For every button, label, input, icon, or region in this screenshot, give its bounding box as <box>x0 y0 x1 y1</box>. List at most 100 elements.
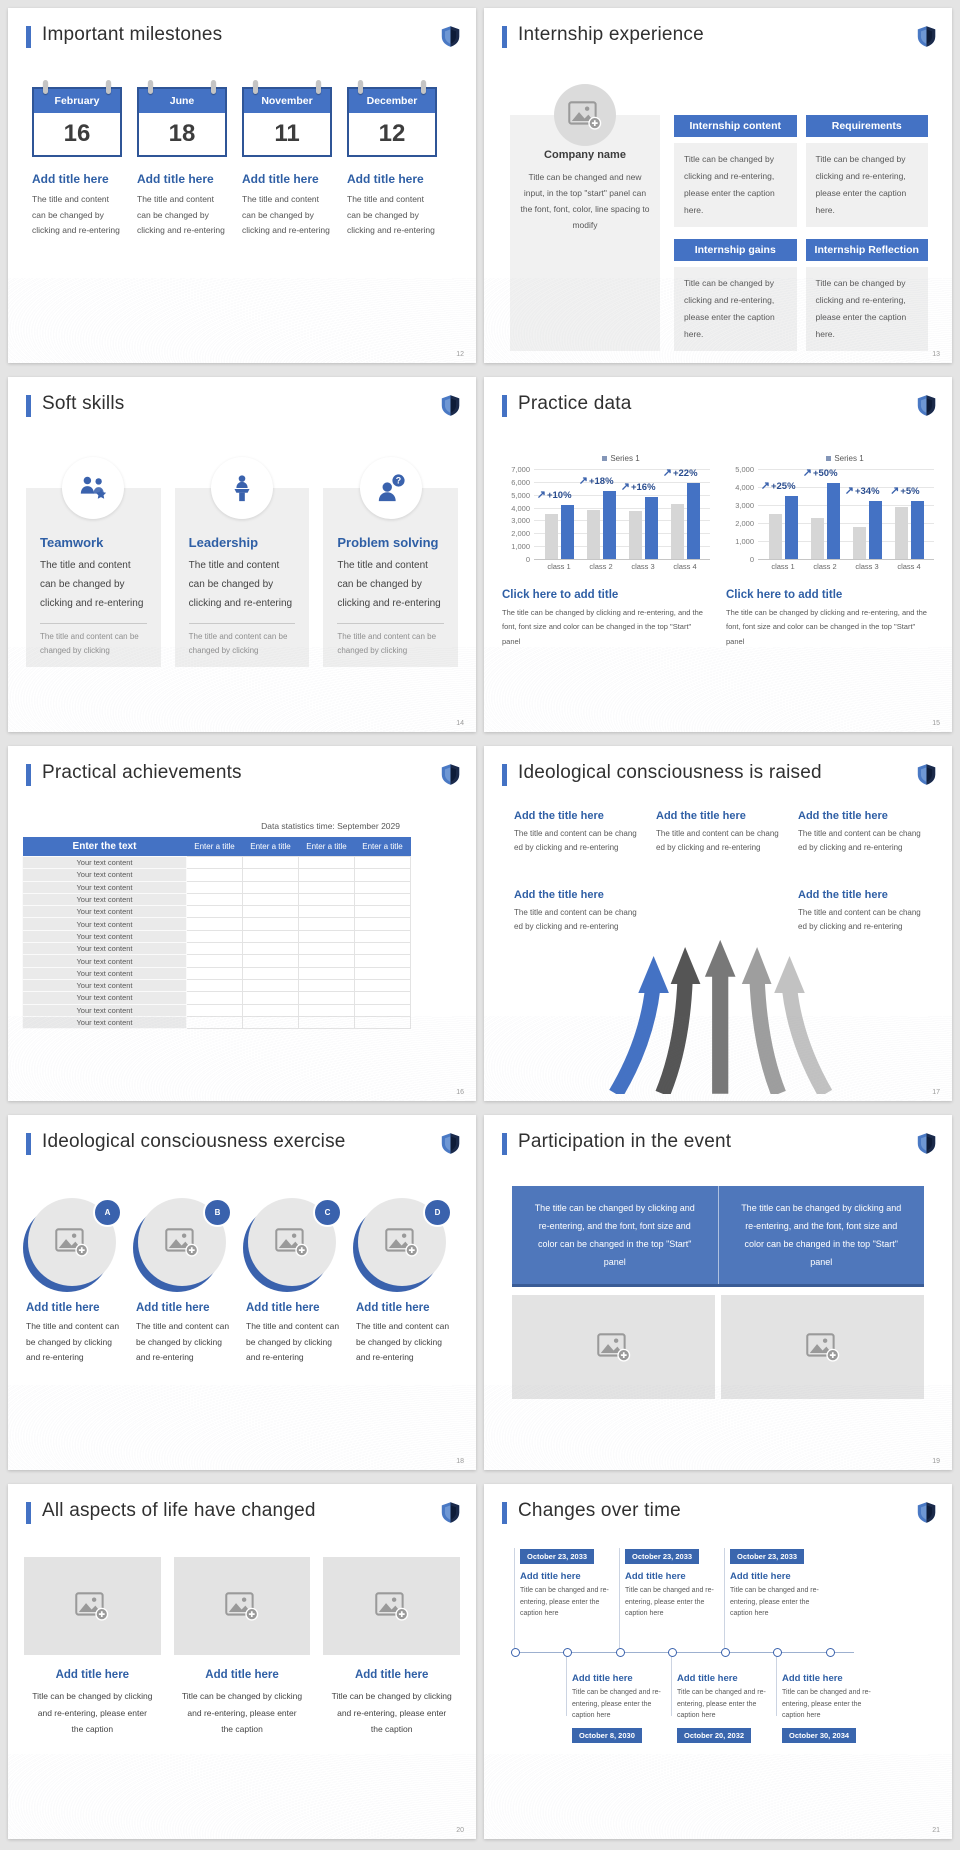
bar-group: ↗+16% <box>620 469 664 559</box>
block-body: The title and content can be chang ed by… <box>798 829 921 853</box>
image-placeholder-circle[interactable]: A <box>28 1198 122 1286</box>
page-number: 16 <box>456 1089 464 1096</box>
table-row: Your text content <box>22 978 411 993</box>
chart-column: Series 1 0 1,000 2,000 3,000 4,000 5,000 6,000 7… <box>502 454 710 649</box>
divider <box>337 623 445 624</box>
card-heading: Add title here <box>205 1669 279 1681</box>
growth-arrow-icon: ↗ <box>844 485 854 498</box>
y-axis-tick: 4,000 <box>735 483 754 492</box>
growth-arrow-icon: ↗ <box>760 480 770 492</box>
table-cell-empty <box>298 942 355 956</box>
leadership-icon <box>211 457 273 519</box>
section-heading: Internship content <box>674 115 797 137</box>
milestone-title: Add title here <box>137 172 214 186</box>
bar-group: ↗+10% <box>537 469 580 559</box>
section-body: Title can be changed by clicking and re-… <box>805 143 928 227</box>
slide-participation[interactable]: Participation in the event The title can… <box>484 1115 952 1470</box>
slide-life-changed[interactable]: All aspects of life have changed Add tit… <box>8 1484 476 1839</box>
block-heading: Add the title here <box>798 810 888 822</box>
timeline-node <box>511 1648 520 1657</box>
block-heading: Add the title here <box>514 889 604 901</box>
page-number: 12 <box>456 351 464 358</box>
growth-label: ↗+16% <box>620 481 656 494</box>
slide-title: All aspects of life have changed <box>42 1500 316 1521</box>
table-cell-empty <box>354 966 411 980</box>
card-heading: Add title here <box>55 1669 130 1681</box>
calendar-month: December <box>349 89 435 113</box>
slide-practical-achievements[interactable]: Practical achievements Data statistics t… <box>8 746 476 1101</box>
divider <box>40 623 147 624</box>
slide-soft-skills[interactable]: Soft skills Teamwork The title and conte… <box>8 377 476 732</box>
shield-logo <box>917 393 936 422</box>
slide-internship-experience[interactable]: Internship experience Company name Title… <box>484 8 952 363</box>
table-cell-empty <box>298 905 355 919</box>
timeline-connector <box>671 1652 672 1716</box>
y-axis-tick: 7,000 <box>511 465 530 474</box>
item-body: Title can be changed and re-entering, pl… <box>677 1689 766 1720</box>
slide-important-milestones[interactable]: Important milestones February 16 Add tit… <box>8 8 476 363</box>
skill-footer: The title and content can be changed by … <box>188 632 288 655</box>
image-placeholder-icon <box>55 1227 89 1257</box>
table-cell-empty <box>242 905 299 919</box>
image-placeholder[interactable] <box>512 1295 715 1399</box>
table-cell-label: Your text content <box>22 978 187 993</box>
bar-groups: ↗+10% ↗+18% ↗+16% ↗+22% <box>534 467 710 559</box>
table-cell-empty <box>186 942 243 956</box>
item-body: The title and content can be changed by … <box>26 1321 120 1363</box>
timeline-connector <box>776 1652 777 1716</box>
image-placeholder[interactable] <box>173 1557 311 1655</box>
skill-card-problem-solving: ? Problem solving The title and content … <box>323 457 459 668</box>
timeline-node <box>826 1648 835 1657</box>
table-cell-empty <box>242 929 299 944</box>
growth-label: ↗+25% <box>760 480 796 492</box>
slide-practice-data[interactable]: Practice data Series 1 0 1,000 2,000 3,000 4,… <box>484 377 952 732</box>
table-row: Your text content <box>22 855 411 870</box>
shield-logo-icon <box>441 764 460 785</box>
table-cell-empty <box>242 942 299 956</box>
image-placeholder[interactable] <box>721 1295 924 1399</box>
table-cell-empty <box>354 1003 411 1017</box>
chart-legend: Series 1 <box>532 454 710 463</box>
slide-consciousness-raised[interactable]: Ideological consciousness is raised Add … <box>484 746 952 1101</box>
table-cell-empty <box>354 880 411 894</box>
skill-cards: Teamwork The title and content can be ch… <box>26 457 459 668</box>
image-placeholder-circle[interactable]: B <box>138 1198 232 1286</box>
bar-series1 <box>910 501 924 559</box>
gridline <box>534 507 710 509</box>
shield-logo <box>917 1500 936 1529</box>
calendar-ring-icon <box>358 80 363 94</box>
banner-text: The title can be changed by clicking and… <box>534 1203 695 1267</box>
table-cell-label: Your text content <box>22 966 187 980</box>
table-header-cell: Enter a title <box>354 837 411 857</box>
bar-previous <box>810 517 824 559</box>
image-placeholder-circle[interactable]: C <box>248 1198 342 1286</box>
x-axis-tick: class 2 <box>813 562 837 571</box>
chart-columns: Series 1 0 1,000 2,000 3,000 4,000 5,000 6,000 7… <box>502 454 934 649</box>
y-axis-tick: 3,000 <box>511 516 530 526</box>
shield-logo <box>441 1500 460 1529</box>
image-placeholder[interactable] <box>554 84 616 146</box>
bar-series1 <box>868 501 882 559</box>
milestone-body: The title and content can be changed by … <box>137 194 225 236</box>
milestone-body: The title and content can be changed by … <box>32 194 120 236</box>
table-cell-empty <box>242 1015 299 1030</box>
table-row: Your text content <box>22 991 411 1005</box>
gridline <box>758 487 934 488</box>
milestone-item: November 11 Add title here The title and… <box>242 80 332 239</box>
gridline <box>758 523 934 524</box>
image-placeholder[interactable] <box>323 1557 461 1655</box>
timeline-connector <box>619 1548 620 1652</box>
slide-changes-over-time[interactable]: Changes over time October 23, 2033 Add t… <box>484 1484 952 1839</box>
image-placeholder[interactable] <box>24 1557 161 1655</box>
timeline-connector <box>566 1652 567 1716</box>
table-cell-empty <box>354 929 411 944</box>
date-badge: October 20, 2032 <box>677 1727 752 1743</box>
slide-consciousness-exercise[interactable]: Ideological consciousness exercise A Add… <box>8 1115 476 1470</box>
image-placeholder-circle[interactable]: D <box>358 1198 452 1286</box>
exercise-item-c: C Add title here The title and content c… <box>246 1198 348 1366</box>
milestone-row: February 16 Add title here The title and… <box>32 80 454 239</box>
growth-label: ↗+5% <box>890 485 920 498</box>
date-badge: October 23, 2033 <box>730 1549 805 1564</box>
table-row: Your text content <box>22 917 411 931</box>
timeline-item-top: October 23, 2033 Add title here Title ca… <box>730 1546 828 1620</box>
